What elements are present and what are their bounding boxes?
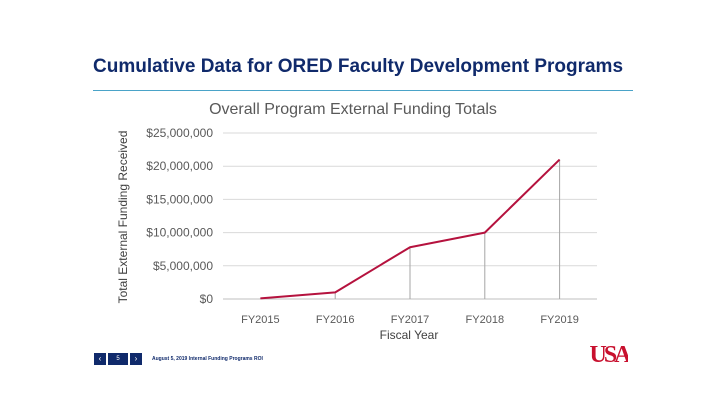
drop-lines xyxy=(259,159,561,299)
y-tick-label: $5,000,000 xyxy=(153,259,213,273)
slide-title: Cumulative Data for ORED Faculty Develop… xyxy=(93,56,624,77)
chevron-right-icon: › xyxy=(134,354,138,363)
y-tick-label: $10,000,000 xyxy=(146,226,213,240)
y-tick-label: $15,000,000 xyxy=(146,192,213,206)
y-tick-label: $20,000,000 xyxy=(146,159,213,173)
usa-logo: USA xyxy=(590,342,628,368)
y-tick-label: $0 xyxy=(200,292,214,306)
chevron-left-icon: ‹ xyxy=(98,354,102,363)
x-axis-label: Fiscal Year xyxy=(380,328,439,342)
footer-text: August 5, 2019 Internal Funding Programs… xyxy=(152,356,263,362)
y-axis-label: Total External Funding Received xyxy=(116,131,130,304)
next-slide-button[interactable]: › xyxy=(130,353,142,365)
y-tick-label: $25,000,000 xyxy=(146,126,213,140)
x-tick-label: FY2015 xyxy=(241,314,280,326)
x-tick-labels: FY2015 FY2016 FY2017 FY2018 FY2019 xyxy=(241,314,579,326)
x-tick-label: FY2019 xyxy=(540,314,579,326)
prev-slide-button[interactable]: ‹ xyxy=(94,353,106,365)
series xyxy=(260,158,561,300)
x-tick-label: FY2016 xyxy=(316,314,355,326)
title-divider xyxy=(93,90,633,91)
x-tick-label: FY2018 xyxy=(466,314,505,326)
chart-title: Overall Program External Funding Totals xyxy=(209,101,497,118)
page-number: 5 xyxy=(108,353,128,365)
svg-text:USA: USA xyxy=(590,342,628,368)
y-tick-labels: $0 $5,000,000 $10,000,000 $15,000,000 $20,00… xyxy=(146,126,213,306)
footer: ‹ 5 › August 5, 2019 Internal Funding Pr… xyxy=(94,353,263,365)
x-tick-label: FY2017 xyxy=(391,314,430,326)
